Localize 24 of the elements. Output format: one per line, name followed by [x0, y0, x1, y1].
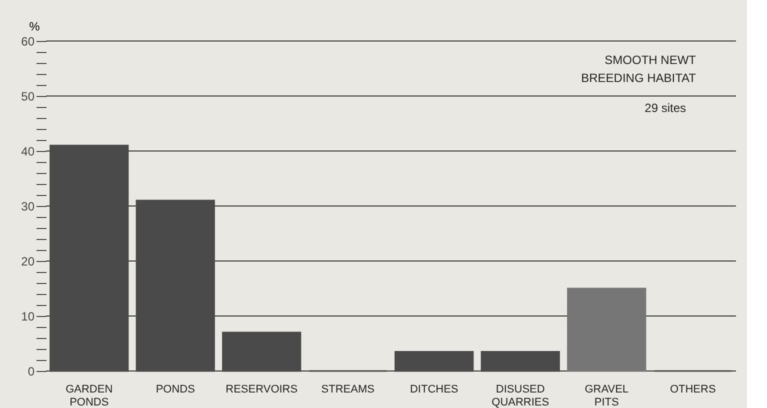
x-tick-label: DITCHES — [410, 384, 458, 396]
bar — [136, 200, 215, 372]
text: SMOOTH NEWT BREEDING HABITAT — [581, 53, 697, 85]
x-tick-label: STREAMS — [321, 384, 374, 396]
y-tick-label: 30 — [21, 200, 35, 214]
bar — [394, 351, 474, 372]
y-tick-label: 40 — [21, 144, 35, 158]
x-tick-label: DISUSED QUARRIES — [492, 384, 550, 408]
x-tick-label: PONDS — [156, 384, 195, 396]
y-tick-label: 10 — [21, 310, 35, 324]
x-tick-label: GRAVEL PITS — [584, 384, 629, 408]
x-tick-label: OTHERS — [670, 384, 716, 396]
y-tick-label: 20 — [21, 254, 35, 268]
text: 29 sites — [644, 101, 686, 115]
bar — [480, 351, 560, 372]
bar — [50, 144, 129, 372]
x-tick-label: GARDEN PONDS — [66, 384, 113, 408]
y-tick-label: 50 — [21, 90, 35, 104]
bar — [567, 288, 646, 372]
x-tick-label: RESERVOIRS — [226, 384, 298, 396]
y-axis-title: % — [29, 20, 40, 34]
bar — [222, 332, 302, 372]
y-tick-label: 60 — [21, 34, 35, 48]
y-tick-label: 0 — [28, 364, 35, 378]
